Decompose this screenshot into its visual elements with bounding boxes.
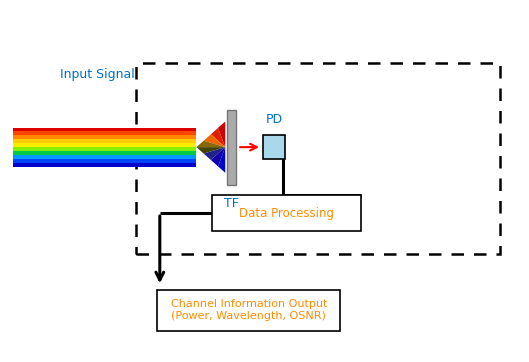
Polygon shape — [13, 147, 196, 151]
Polygon shape — [13, 155, 196, 159]
Text: Channel Information Output: Channel Information Output — [171, 299, 327, 309]
Polygon shape — [204, 147, 225, 160]
Text: TF: TF — [224, 197, 239, 210]
Text: (Power, Wavelength, OSNR): (Power, Wavelength, OSNR) — [171, 311, 326, 321]
Polygon shape — [13, 135, 196, 139]
Polygon shape — [13, 127, 196, 131]
Polygon shape — [13, 151, 196, 155]
Polygon shape — [218, 122, 225, 147]
Polygon shape — [196, 147, 225, 153]
Bar — [227, 110, 236, 185]
Polygon shape — [211, 147, 225, 167]
Polygon shape — [13, 159, 196, 163]
Bar — [263, 135, 285, 159]
Polygon shape — [13, 139, 196, 143]
Text: Data Processing: Data Processing — [239, 207, 334, 220]
Bar — [157, 290, 340, 331]
Bar — [212, 195, 361, 231]
Polygon shape — [13, 143, 196, 147]
Polygon shape — [13, 131, 196, 135]
Polygon shape — [211, 128, 225, 147]
Polygon shape — [196, 141, 225, 147]
Text: PD: PD — [266, 113, 282, 126]
Text: Input Signal: Input Signal — [60, 68, 135, 81]
Polygon shape — [13, 163, 196, 167]
Polygon shape — [204, 134, 225, 147]
Polygon shape — [218, 147, 225, 173]
